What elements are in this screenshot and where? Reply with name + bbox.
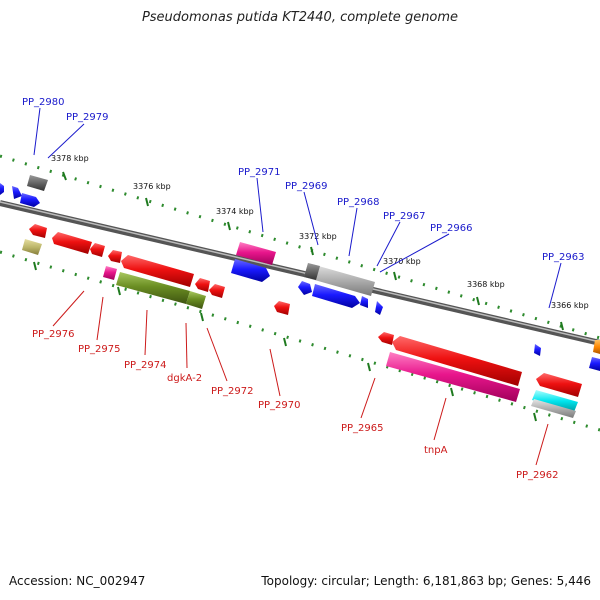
gene-label-pp2969[interactable]: PP_2969 <box>285 181 328 192</box>
gene-red-arrow[interactable] <box>90 243 105 257</box>
gene-red-arrow[interactable] <box>209 284 225 298</box>
gene-pp2965[interactable] <box>392 336 522 386</box>
scale-ring-inner <box>0 250 600 432</box>
gene-pp2969-dark <box>304 263 320 280</box>
scale-label-3378: 3378 kbp <box>51 154 89 163</box>
gene-pp2962[interactable] <box>532 390 578 412</box>
bottom-leader-lines <box>52 290 549 466</box>
gene-red-arrow[interactable] <box>108 250 122 263</box>
gene-red-arrow[interactable] <box>52 232 92 254</box>
gene-label-pp2979[interactable]: PP_2979 <box>66 112 109 123</box>
gene-label-pp2980[interactable]: PP_2980 <box>22 97 65 108</box>
gene-pp2975[interactable] <box>103 266 117 280</box>
gene-label-tnpa[interactable]: tnpA <box>424 445 448 456</box>
gene-blue-arrow[interactable] <box>231 259 270 282</box>
gene-pp2971[interactable] <box>236 242 276 265</box>
gene-label-pp2965[interactable]: PP_2965 <box>341 423 384 434</box>
gene-label-pp2976[interactable]: PP_2976 <box>32 329 75 340</box>
gene-blue-arrow[interactable] <box>0 183 4 195</box>
gene-blue-arrow[interactable] <box>20 193 40 207</box>
gene-red-arrow[interactable] <box>536 373 582 397</box>
gene-label-pp2963[interactable]: PP_2963 <box>542 252 585 263</box>
gene-label-dgka-2[interactable]: dgkA-2 <box>167 373 202 384</box>
gene-pp2970[interactable] <box>274 301 290 315</box>
scale-label-3374: 3374 kbp <box>216 207 254 216</box>
gene-gray-small[interactable] <box>531 399 576 418</box>
gene-red-arrow[interactable] <box>29 224 47 238</box>
scale-label-3372: 3372 kbp <box>299 232 337 241</box>
gene-blue-arrow[interactable] <box>312 284 360 308</box>
forward-strand-genes <box>0 175 600 371</box>
genome-summary-text: Topology: circular; Length: 6,181,863 bp… <box>261 574 591 588</box>
gene-orange[interactable] <box>593 340 600 354</box>
gene-pp2969[interactable] <box>304 263 375 296</box>
gene-dgkA-2[interactable] <box>116 272 190 304</box>
genome-backbone <box>0 200 600 346</box>
gene-pp2968[interactable] <box>298 281 312 295</box>
scale-ring-outer <box>0 154 600 340</box>
gene-label-pp2968[interactable]: PP_2968 <box>337 197 380 208</box>
gene-blue-arrow[interactable] <box>12 186 22 199</box>
gene-label-pp2970[interactable]: PP_2970 <box>258 400 301 411</box>
gene-pp2972[interactable] <box>195 278 210 292</box>
gene-label-pp2975[interactable]: PP_2975 <box>78 344 121 355</box>
scale-label-3368: 3368 kbp <box>467 280 505 289</box>
scale-major-ticks <box>62 171 564 331</box>
gene-label-pp2974[interactable]: PP_2974 <box>124 360 167 371</box>
gene-pp2963[interactable] <box>534 344 541 356</box>
reverse-strand-genes <box>22 224 582 418</box>
scale-label-3366: 3366 kbp <box>551 301 589 310</box>
gene-pp2967[interactable] <box>360 296 368 308</box>
scale-major-ticks-inner <box>33 261 537 422</box>
scale-label-3376: 3376 kbp <box>133 182 171 191</box>
gene-olive-small[interactable] <box>186 291 206 309</box>
gene-blue-arrow[interactable] <box>589 357 600 371</box>
gene-label-pp2966[interactable]: PP_2966 <box>430 223 473 234</box>
accession-text: Accession: NC_002947 <box>9 574 146 588</box>
gene-pp2974[interactable] <box>121 255 194 287</box>
gene-tnpA[interactable] <box>386 352 520 402</box>
gene-label-pp2971[interactable]: PP_2971 <box>238 167 281 178</box>
gene-label-pp2967[interactable]: PP_2967 <box>383 211 426 222</box>
top-leader-lines <box>33 107 562 309</box>
map-title: Pseudomonas putida KT2440, complete geno… <box>141 10 459 25</box>
scale-label-3370: 3370 kbp <box>383 257 421 266</box>
gene-pp2976[interactable] <box>22 239 42 255</box>
gene-pp2980[interactable] <box>27 175 48 191</box>
gene-red-arrow[interactable] <box>378 332 394 345</box>
gene-label-pp2962[interactable]: PP_2962 <box>516 470 559 481</box>
gene-pp2966[interactable] <box>375 301 383 315</box>
gene-label-pp2972[interactable]: PP_2972 <box>211 386 254 397</box>
